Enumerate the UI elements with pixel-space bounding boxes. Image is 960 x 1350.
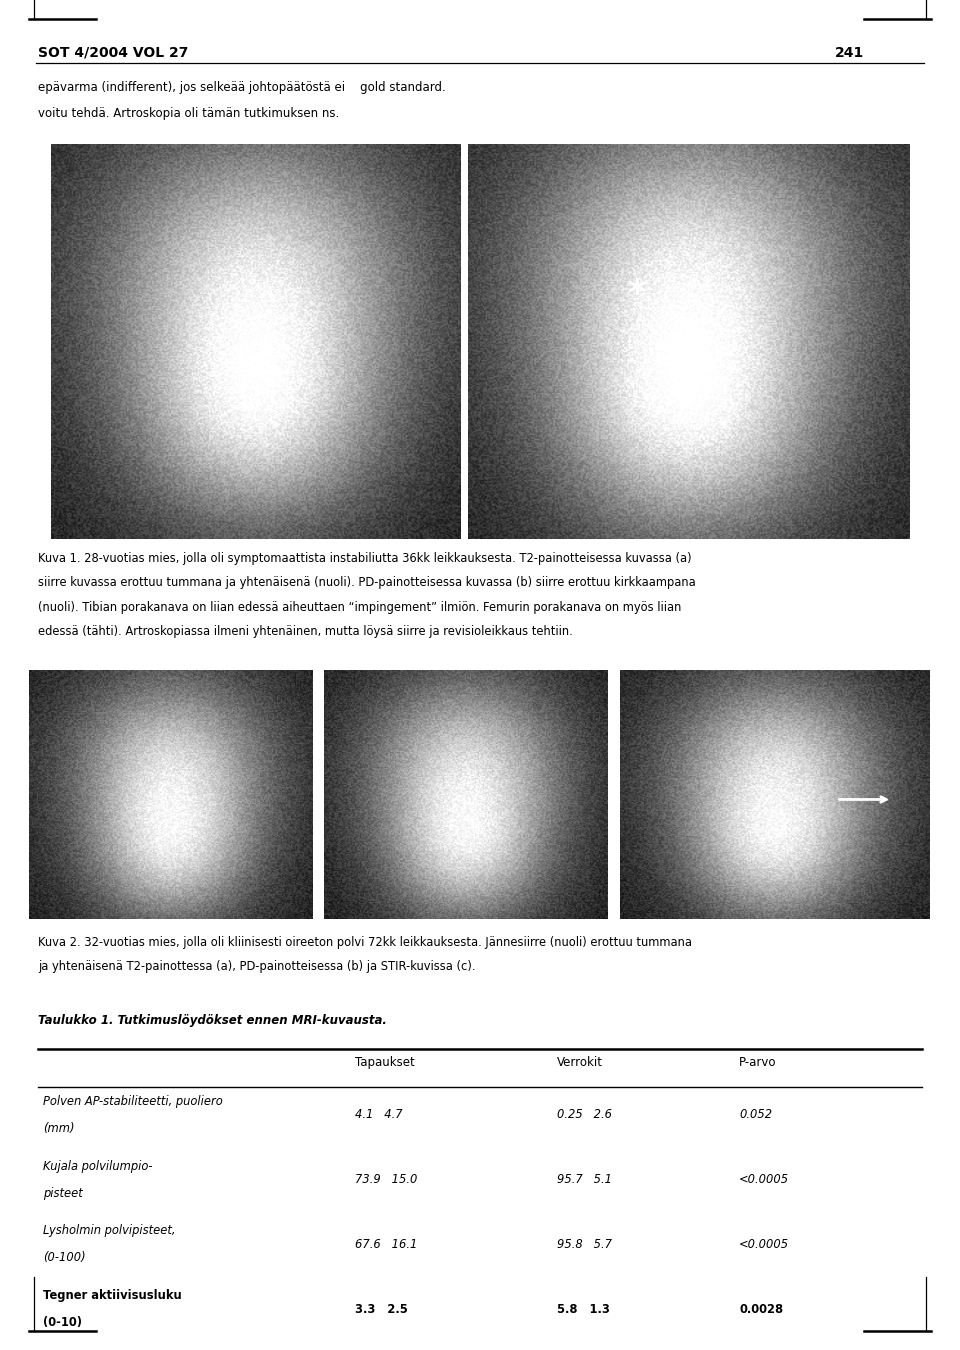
Text: edessä (tähti). Artroskopiassa ilmeni yhtenäinen, mutta löysä siirre ja revisiol: edessä (tähti). Artroskopiassa ilmeni yh… — [38, 625, 573, 639]
Text: (nuoli). Tibian porakanava on liian edessä aiheuttaen “impingement” ilmiön. Femu: (nuoli). Tibian porakanava on liian edes… — [38, 601, 682, 614]
Text: P-arvo: P-arvo — [739, 1056, 777, 1069]
Text: Kuva 1. 28-vuotias mies, jolla oli symptomaattista instabiliutta 36kk leikkaukse: Kuva 1. 28-vuotias mies, jolla oli sympt… — [38, 552, 692, 566]
Text: Kujala polvilumpio-: Kujala polvilumpio- — [43, 1160, 153, 1173]
Text: <0.0005: <0.0005 — [739, 1238, 789, 1251]
Text: Tapaukset: Tapaukset — [355, 1056, 415, 1069]
Text: 5.8   1.3: 5.8 1.3 — [557, 1303, 610, 1316]
Text: 73.9   15.0: 73.9 15.0 — [355, 1173, 418, 1187]
Text: Polven AP-stabiliteetti, puoliero: Polven AP-stabiliteetti, puoliero — [43, 1095, 223, 1108]
Text: Taulukko 1. Tutkimuslöydökset ennen MRI-kuvausta.: Taulukko 1. Tutkimuslöydökset ennen MRI-… — [38, 1014, 387, 1027]
Text: (0-100): (0-100) — [43, 1251, 85, 1265]
Text: (0-10): (0-10) — [43, 1316, 83, 1330]
Text: 95.7   5.1: 95.7 5.1 — [557, 1173, 612, 1187]
Text: Verrokit: Verrokit — [557, 1056, 603, 1069]
Text: 241: 241 — [835, 46, 864, 59]
Text: 0.0028: 0.0028 — [739, 1303, 783, 1316]
Text: 67.6   16.1: 67.6 16.1 — [355, 1238, 418, 1251]
Text: <0.0005: <0.0005 — [739, 1173, 789, 1187]
Text: 95.8   5.7: 95.8 5.7 — [557, 1238, 612, 1251]
Text: 0.25   2.6: 0.25 2.6 — [557, 1108, 612, 1122]
Text: *: * — [627, 277, 646, 312]
Text: Kuva 2. 32-vuotias mies, jolla oli kliinisesti oireeton polvi 72kk leikkauksesta: Kuva 2. 32-vuotias mies, jolla oli kliin… — [38, 936, 692, 949]
Text: Tegner aktiivisusluku: Tegner aktiivisusluku — [43, 1289, 182, 1303]
Text: Lysholmin polvipisteet,: Lysholmin polvipisteet, — [43, 1224, 176, 1238]
Text: epävarma (indifferent), jos selkeää johtopäätöstä ei    gold standard.: epävarma (indifferent), jos selkeää joht… — [38, 81, 446, 95]
Text: 0.052: 0.052 — [739, 1108, 773, 1122]
Text: (mm): (mm) — [43, 1122, 75, 1135]
Text: SOT 4/2004 VOL 27: SOT 4/2004 VOL 27 — [38, 46, 189, 59]
Text: pisteet: pisteet — [43, 1187, 83, 1200]
Text: voitu tehdä. Artroskopia oli tämän tutkimuksen ns.: voitu tehdä. Artroskopia oli tämän tutki… — [38, 107, 340, 120]
Text: 4.1   4.7: 4.1 4.7 — [355, 1108, 403, 1122]
Text: siirre kuvassa erottuu tummana ja yhtenäisenä (nuoli). PD-painotteisessa kuvassa: siirre kuvassa erottuu tummana ja yhtenä… — [38, 576, 696, 590]
Text: 3.3   2.5: 3.3 2.5 — [355, 1303, 408, 1316]
Text: ja yhtenäisenä T2-painottessa (a), PD-painotteisessa (b) ja STIR-kuvissa (c).: ja yhtenäisenä T2-painottessa (a), PD-pa… — [38, 960, 476, 973]
